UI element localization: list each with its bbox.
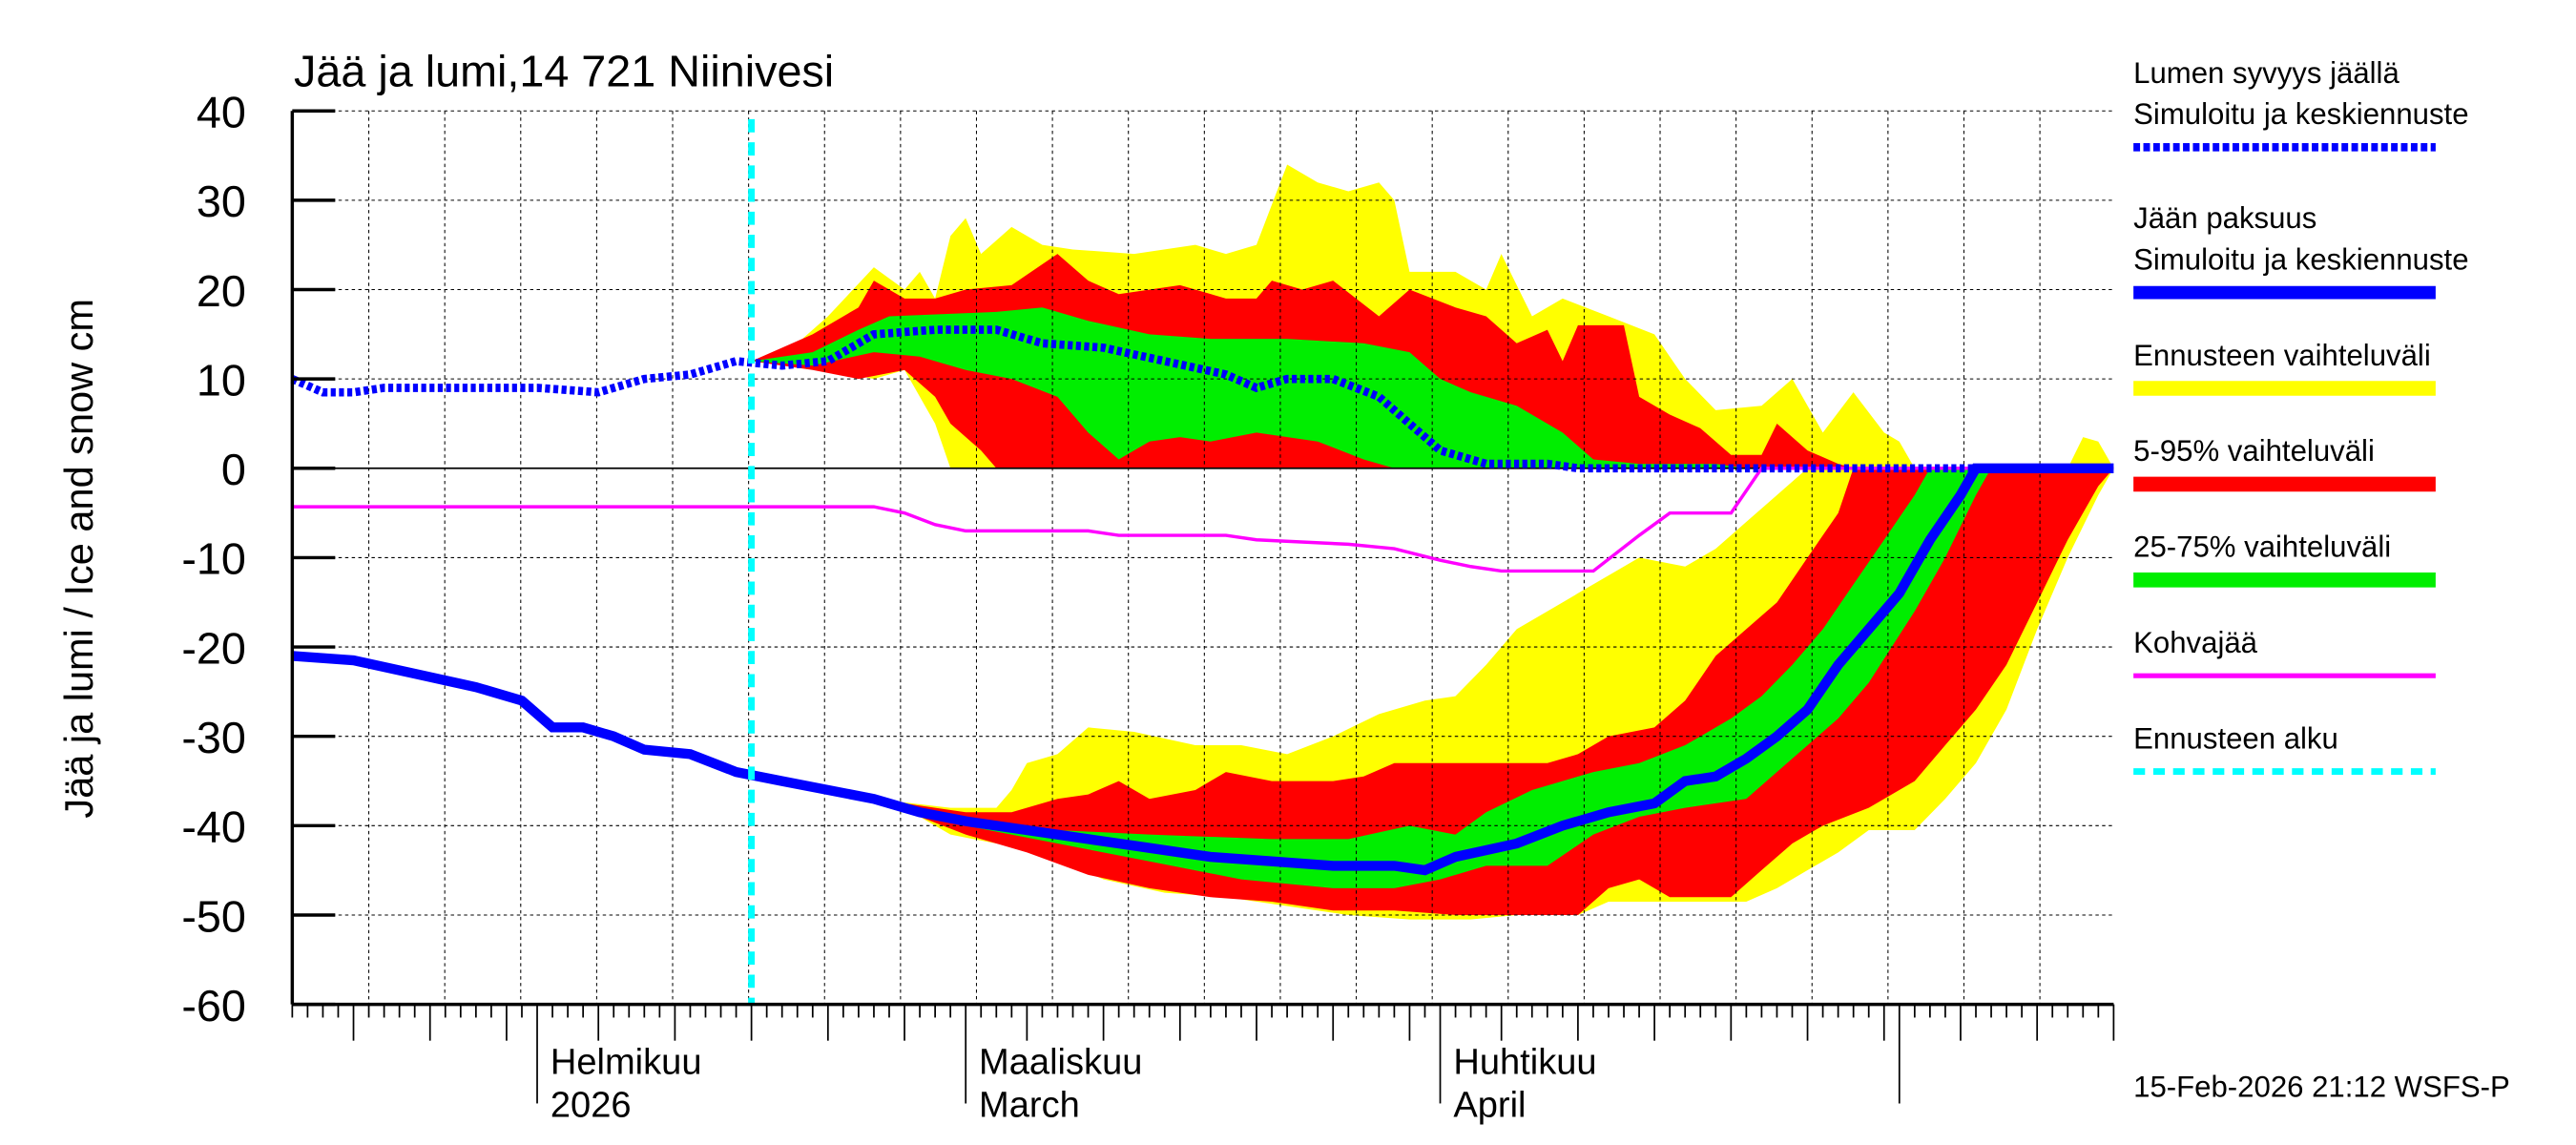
- y-tick-label: -60: [181, 981, 246, 1030]
- footer-timestamp: 15-Feb-2026 21:12 WSFS-P: [2133, 1071, 2510, 1104]
- y-tick-label: 40: [197, 88, 246, 137]
- band-snow-00ee00: [751, 307, 1747, 468]
- legend-sublabel: Simuloitu ja keskiennuste: [2133, 242, 2468, 276]
- legend-label: Ennusteen vaihteluväli: [2133, 339, 2431, 372]
- ice-thickness-line: [291, 463, 2114, 876]
- legend-label: Lumen syvyys jäällä: [2133, 56, 2399, 90]
- y-tick-label: 30: [197, 177, 246, 226]
- band-ice-00ee00: [966, 468, 1991, 888]
- y-tick-label: -30: [181, 713, 246, 762]
- legend-sublabel: Simuloitu ja keskiennuste: [2133, 97, 2468, 131]
- month-label: Helmikuu: [551, 1042, 702, 1082]
- forecast-bands: [751, 164, 2114, 920]
- y-tick-label: -20: [181, 623, 246, 673]
- month-label: Maaliskuu: [979, 1042, 1142, 1082]
- legend-label: 25-75% vaihteluväli: [2133, 531, 2391, 564]
- band-ice-ff0000: [873, 468, 2114, 915]
- legend: Lumen syvyys jäällä Simuloitu ja keskienn…: [2133, 56, 2469, 776]
- legend-label: Ennusteen alku: [2133, 721, 2338, 755]
- slush-ice-line: [292, 467, 2114, 573]
- y-tick-label: 0: [221, 445, 246, 494]
- month-label: Huhtikuu: [1453, 1042, 1596, 1082]
- series-lines: [290, 118, 2114, 1005]
- month-sublabel: 2026: [551, 1085, 632, 1125]
- y-tick-label: 10: [197, 355, 246, 405]
- legend-label: Jään paksuus: [2133, 201, 2316, 235]
- snow-depth-line: [290, 325, 2114, 473]
- chart-title: Jää ja lumi,14 721 Niinivesi: [294, 46, 834, 95]
- legend-label: 5-95% vaihteluväli: [2133, 434, 2375, 468]
- y-tick-label: -50: [181, 891, 246, 941]
- month-sublabel: April: [1453, 1085, 1526, 1125]
- month-sublabel: March: [979, 1085, 1080, 1125]
- y-tick-label: -40: [181, 802, 246, 852]
- y-tick-label: 20: [197, 266, 246, 316]
- y-tick-label: -10: [181, 534, 246, 584]
- legend-label: Kohvajää: [2133, 626, 2258, 659]
- y-axis-label: Jää ja lumi / Ice and snow cm: [56, 299, 101, 819]
